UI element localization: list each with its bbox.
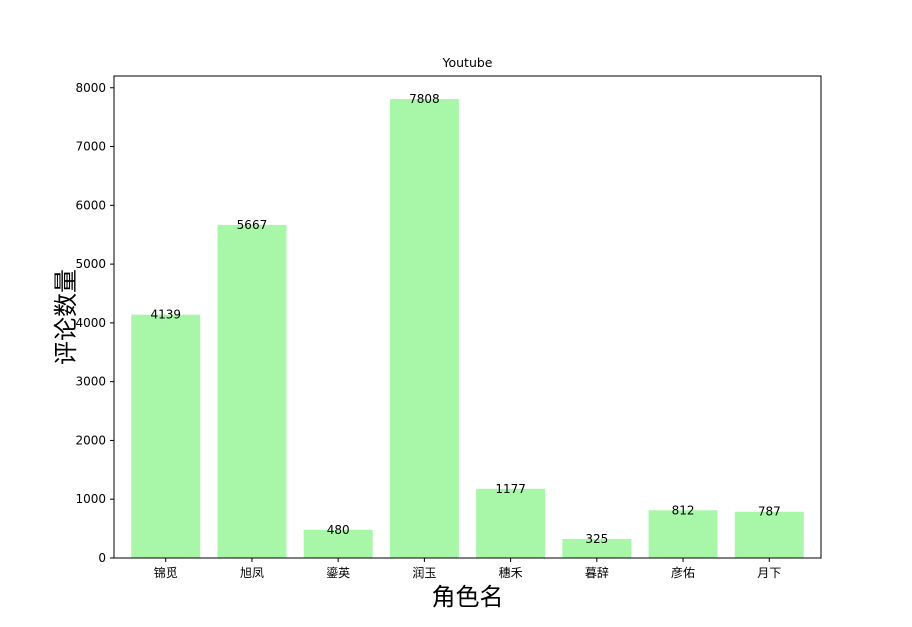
y-axis-ticks: 0 1000 2000 3000 4000 5000 6000 7000 8000 — [75, 81, 114, 565]
x-axis-ticks: 锦觅 旭凤 鎏英 润玉 穗禾 暮辞 彦佑 月下 — [154, 558, 782, 580]
x-tick-label: 穗禾 — [499, 566, 523, 580]
bar-value-label: 7808 — [409, 92, 440, 106]
bar-value-label: 325 — [585, 532, 608, 546]
x-tick-label: 旭凤 — [240, 566, 264, 580]
bar — [131, 315, 200, 558]
y-tick-label: 2000 — [75, 433, 106, 447]
bar — [217, 225, 286, 558]
bar-value-label: 480 — [327, 523, 350, 537]
bar-value-label: 812 — [672, 503, 695, 517]
x-tick-label: 锦觅 — [154, 566, 178, 580]
x-tick-label: 彦佑 — [671, 565, 695, 580]
x-tick-label: 润玉 — [412, 566, 436, 580]
bar — [476, 489, 545, 558]
bar — [390, 99, 459, 558]
bar-value-label: 1177 — [495, 482, 526, 496]
y-axis-label: 评论数量 — [52, 269, 80, 365]
chart-title: Youtube — [442, 55, 493, 70]
bar-value-label: 4139 — [150, 308, 181, 322]
x-tick-label: 鎏英 — [326, 565, 350, 580]
y-tick-label: 8000 — [75, 81, 106, 95]
y-tick-label: 5000 — [75, 257, 106, 271]
y-tick-label: 0 — [98, 551, 106, 565]
y-tick-label: 6000 — [75, 198, 106, 212]
y-tick-label: 3000 — [75, 375, 106, 389]
bars — [131, 99, 804, 558]
x-tick-label: 月下 — [757, 566, 781, 580]
bar — [649, 510, 718, 558]
y-tick-label: 1000 — [75, 492, 106, 506]
bar-value-label: 787 — [758, 505, 781, 519]
y-tick-label: 4000 — [75, 316, 106, 330]
bar-value-label: 5667 — [237, 218, 268, 232]
y-tick-label: 7000 — [75, 140, 106, 154]
x-tick-label: 暮辞 — [585, 565, 609, 580]
x-axis-label: 角色名 — [432, 583, 504, 611]
